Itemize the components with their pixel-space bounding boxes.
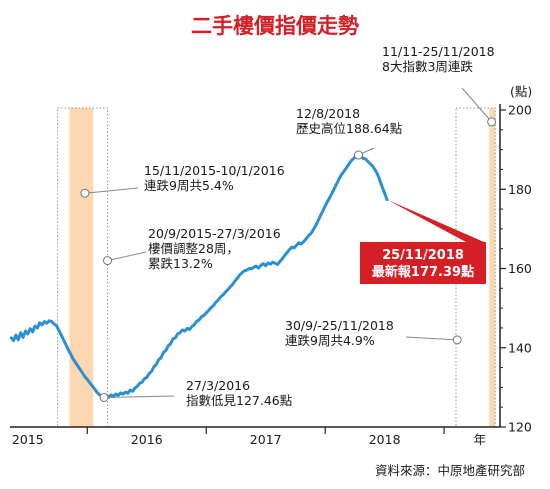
annotation-marker — [353, 150, 363, 160]
shaded-period — [69, 108, 94, 427]
y-tick-label: 140 — [508, 340, 532, 355]
highlight-pointer — [387, 199, 484, 242]
annotation-text: 27/3/2016 — [186, 378, 250, 393]
series-line — [9, 153, 389, 399]
shaded-period — [489, 108, 496, 427]
x-tick-label: 2015 — [12, 432, 44, 447]
period-shading — [69, 108, 496, 427]
annotation-leader — [84, 187, 139, 194]
annotation-text: 12/8/2018 — [296, 106, 360, 121]
y-tick-label: 200 — [508, 103, 532, 118]
annotation-text: 8大指數3周連跌 — [382, 59, 473, 74]
annotation-text: 20/9/2015-27/3/2016 — [148, 226, 281, 241]
x-axis: 2015 2016 2017 2018 年 — [10, 426, 500, 447]
annotation-text: 連跌9周共5.4% — [144, 178, 234, 193]
annotation-marker — [80, 188, 90, 198]
annotation-marker — [99, 392, 109, 402]
annotation-text: 11/11-25/11/2018 — [382, 44, 495, 59]
dotted-period — [57, 107, 109, 428]
y-tick-label: 120 — [508, 420, 532, 435]
annotation-text: 15/11/2015-10/1/2016 — [144, 163, 285, 178]
x-tick-label: 2017 — [250, 432, 282, 447]
annotation-leader — [405, 336, 458, 341]
y-tick-label: 180 — [508, 182, 532, 197]
chart-title: 二手樓價指價走勢 — [191, 14, 359, 38]
source-note: 資料來源：中原地產研究部 — [375, 463, 525, 478]
annotation-leader — [461, 87, 493, 123]
annotation-text: 30/9/-25/11/2018 — [285, 318, 394, 333]
x-tick-label: 2016 — [131, 432, 163, 447]
annotation-marker — [103, 256, 113, 266]
annotation-text: 歷史高位188.64點 — [296, 121, 402, 136]
annotation-leader — [107, 251, 147, 262]
annotation-marker — [452, 335, 462, 345]
y-axis: 120 140 160 180 200 (點) — [499, 84, 532, 435]
y-tick-label: 160 — [508, 261, 532, 276]
highlight-box — [360, 242, 486, 284]
highlight-text: 最新報177.39點 — [372, 264, 474, 280]
annotation-text: 累跌13.2% — [148, 256, 213, 271]
annotation-text: 指數低見127.46點 — [186, 393, 292, 408]
annotation-text: 樓價調整28周， — [148, 241, 239, 256]
highlight-text: 25/11/2018 — [382, 248, 464, 263]
y-axis-label: (點) — [510, 84, 532, 99]
x-axis-label: 年 — [474, 432, 487, 447]
x-tick-label: 2018 — [369, 432, 401, 447]
annotation-leader — [103, 395, 175, 398]
annotation-text: 連跌9周共4.9% — [285, 333, 375, 348]
annotation-marker — [487, 117, 497, 127]
